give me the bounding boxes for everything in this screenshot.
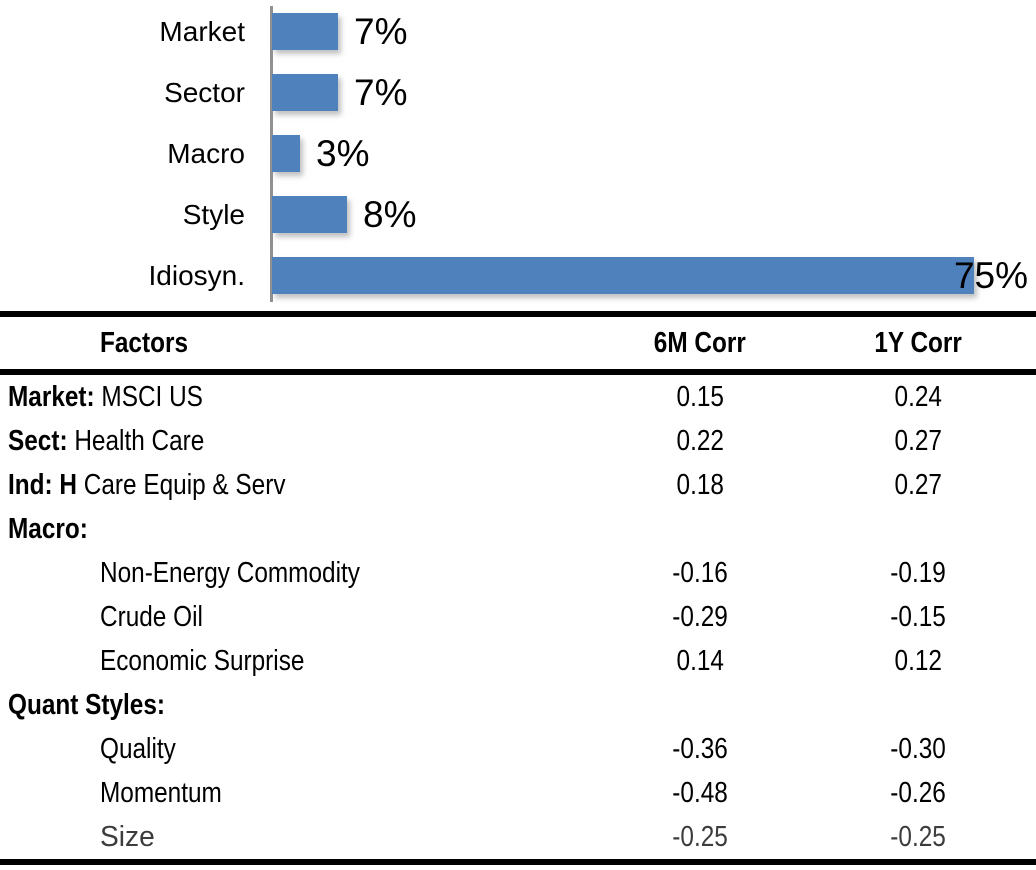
corr-1y-cell: -0.19 xyxy=(890,557,946,589)
divider-rule-header xyxy=(0,369,1036,375)
corr-6m-cell xyxy=(600,520,800,538)
corr-6m-cell: 0.15 xyxy=(676,381,724,413)
corr-1y-cell: -0.25 xyxy=(890,821,946,853)
chart-bar-area: 8% xyxy=(272,196,1036,234)
table-row-market: Market: MSCI US 0.15 0.24 xyxy=(0,375,1036,419)
corr-6m-cell: 0.22 xyxy=(676,425,724,457)
corr-1y-cell xyxy=(800,696,1036,714)
factor-label-cell: Crude Oil xyxy=(100,601,203,633)
corr-1y-cell: 0.27 xyxy=(894,469,942,501)
factor-label-cell: Quant Styles: xyxy=(8,689,166,721)
chart-bar-value-label: 7% xyxy=(354,72,408,113)
divider-rule-bottom xyxy=(0,859,1036,865)
table-row-non-energy-commodity: Non-Energy Commodity -0.16 -0.19 xyxy=(0,551,1036,595)
factor-correlation-table: Factors 6M Corr 1Y Corr Market: MSCI US … xyxy=(0,317,1036,859)
table-row-macro-header: Macro: xyxy=(0,507,1036,551)
table-row-quant-styles-header: Quant Styles: xyxy=(0,683,1036,727)
chart-bar-style xyxy=(272,196,347,233)
corr-6m-cell: 0.14 xyxy=(676,645,724,677)
table-row-momentum: Momentum -0.48 -0.26 xyxy=(0,771,1036,815)
factor-label-cell: Quality xyxy=(100,733,176,765)
factor-label-cell: Size xyxy=(100,821,155,853)
chart-bar-value-label: 75% xyxy=(953,255,1028,296)
chart-bar-value-label: 8% xyxy=(363,194,417,235)
chart-category-label: Macro xyxy=(167,138,245,169)
corr-6m-cell: -0.16 xyxy=(672,557,728,589)
chart-bar-market xyxy=(272,13,338,50)
factor-label-cell: Macro: xyxy=(8,513,88,545)
table-row-economic-surprise: Economic Surprise 0.14 0.12 xyxy=(0,639,1036,683)
chart-vertical-axis-line xyxy=(270,6,273,302)
corr-1y-cell: -0.30 xyxy=(890,733,946,765)
chart-bar-area: 7% xyxy=(272,74,1036,112)
corr-6m-cell: -0.36 xyxy=(672,733,728,765)
table-header-factors: Factors xyxy=(100,327,189,359)
corr-1y-cell: -0.26 xyxy=(890,777,946,809)
chart-row-idiosyncratic: Idiosyn. 75% xyxy=(0,257,1036,318)
table-row-sector: Sect: Health Care 0.22 0.27 xyxy=(0,419,1036,463)
table-header-1y-corr: 1Y Corr xyxy=(874,327,962,359)
table-row-quality: Quality -0.36 -0.30 xyxy=(0,727,1036,771)
corr-6m-cell: -0.48 xyxy=(672,777,728,809)
chart-row-style: Style 8% xyxy=(0,196,1036,257)
chart-bar-area: 3% xyxy=(272,135,1036,173)
table-row-industry: Ind: H Care Equip & Serv 0.18 0.27 xyxy=(0,463,1036,507)
factor-label-cell: Non-Energy Commodity xyxy=(100,557,360,589)
corr-1y-cell: 0.27 xyxy=(894,425,942,457)
chart-bar-value-label: 7% xyxy=(354,11,408,52)
risk-decomposition-bar-chart: Market 7% Sector 7% Macro 3% Style xyxy=(0,0,1036,306)
chart-bar-value-label: 3% xyxy=(316,133,370,174)
table-header-row: Factors 6M Corr 1Y Corr xyxy=(0,317,1036,369)
corr-1y-cell: 0.12 xyxy=(894,645,942,677)
corr-1y-cell: -0.15 xyxy=(890,601,946,633)
corr-6m-cell: -0.29 xyxy=(672,601,728,633)
chart-category-label: Idiosyn. xyxy=(148,260,246,291)
factor-label-cell: Ind: H Care Equip & Serv xyxy=(8,469,286,501)
chart-bar-idiosyncratic xyxy=(272,257,974,294)
chart-bar-macro xyxy=(272,135,300,172)
chart-row-market: Market 7% xyxy=(0,13,1036,74)
chart-category-label: Style xyxy=(182,199,245,230)
corr-1y-cell: 0.24 xyxy=(894,381,942,413)
factor-label-cell: Market: MSCI US xyxy=(8,381,203,413)
factor-label-cell: Sect: Health Care xyxy=(8,425,205,457)
table-row-size: Size -0.25 -0.25 xyxy=(0,815,1036,859)
chart-category-label: Market xyxy=(159,16,245,47)
divider-rule-top xyxy=(0,311,1036,317)
chart-row-macro: Macro 3% xyxy=(0,135,1036,196)
table-header-6m-corr: 6M Corr xyxy=(653,327,747,359)
chart-row-sector: Sector 7% xyxy=(0,74,1036,135)
corr-6m-cell: -0.25 xyxy=(672,821,728,853)
corr-1y-cell xyxy=(800,520,1036,538)
chart-bar-area: 7% xyxy=(272,13,1036,51)
factor-label-cell: Economic Surprise xyxy=(100,645,305,677)
corr-6m-cell: 0.18 xyxy=(676,469,724,501)
factor-label-cell: Momentum xyxy=(100,777,222,809)
corr-6m-cell xyxy=(600,696,800,714)
chart-category-label: Sector xyxy=(164,77,245,108)
chart-bar-area: 75% xyxy=(272,255,1036,296)
chart-bar-sector xyxy=(272,74,338,111)
table-row-crude-oil: Crude Oil -0.29 -0.15 xyxy=(0,595,1036,639)
